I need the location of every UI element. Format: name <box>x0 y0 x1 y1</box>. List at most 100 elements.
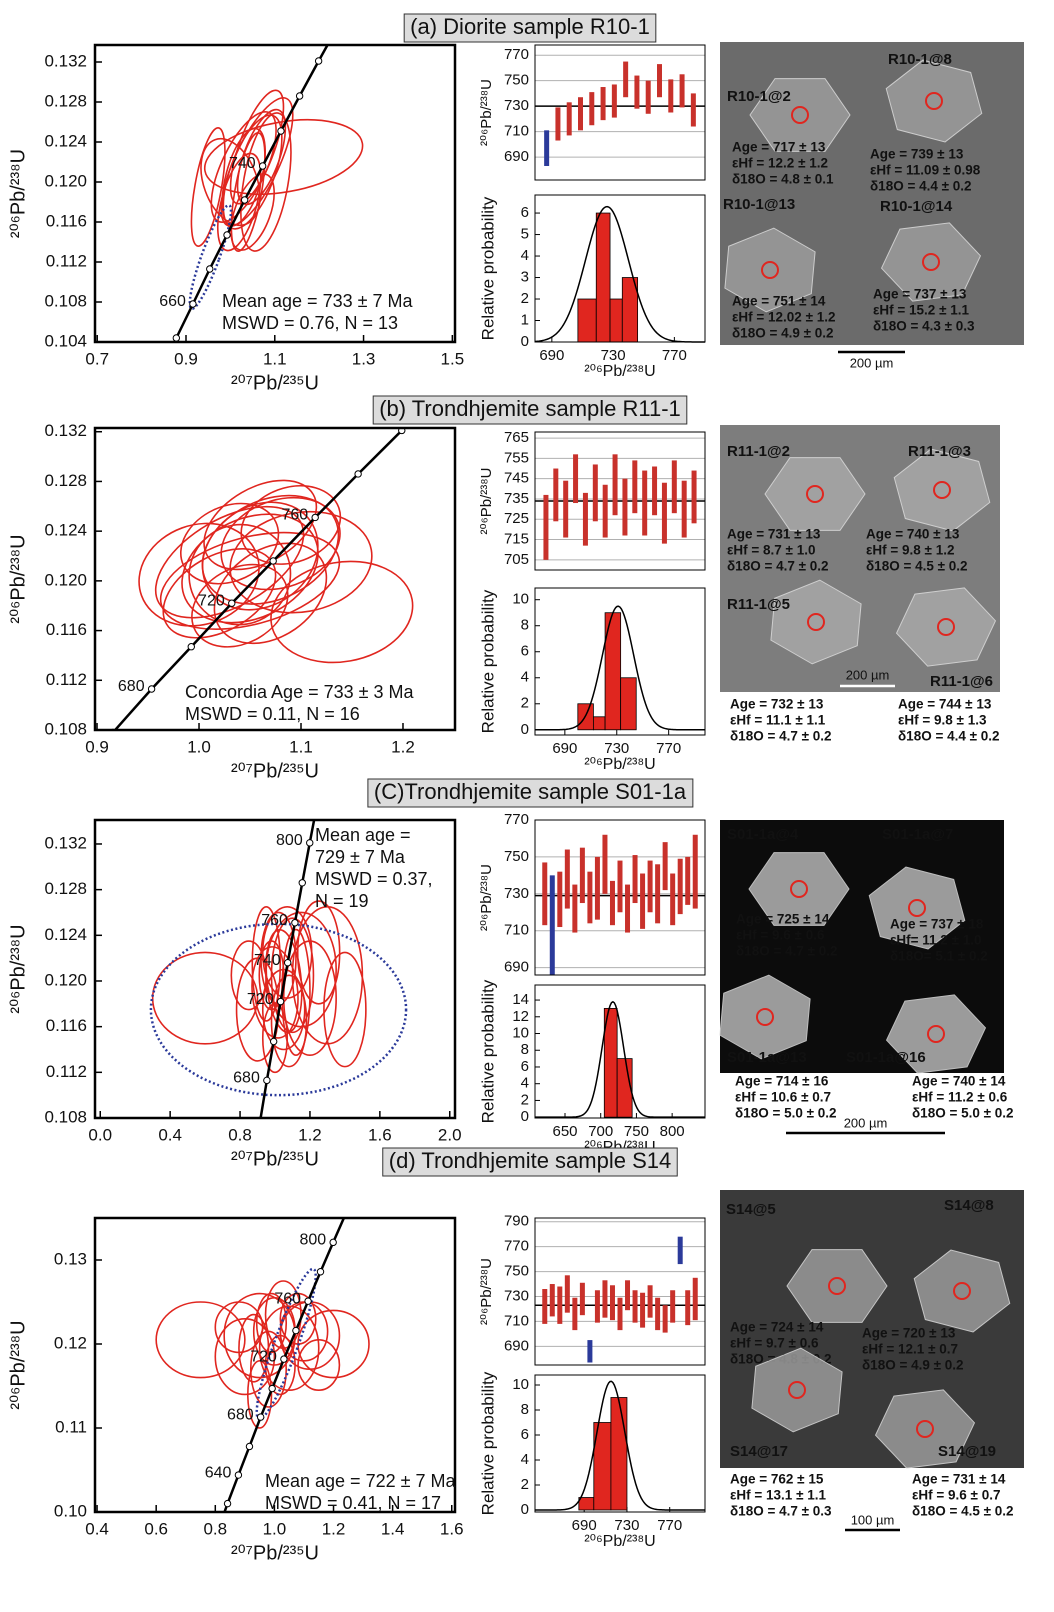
error-ellipse <box>261 905 313 999</box>
grain-ehf: εHf = 11.09 ± 0.98 <box>870 163 981 178</box>
age-marker <box>141 404 147 410</box>
grain-ehf: εHf = 9.6 ± 0.6 <box>736 928 825 943</box>
age-bar <box>579 847 585 904</box>
y-tick-label: 0 <box>521 1501 529 1518</box>
y-tick-label: 0.112 <box>46 670 87 689</box>
annotation: Mean age = <box>315 825 411 845</box>
age-bar <box>594 1290 600 1323</box>
error-ellipse <box>270 560 414 664</box>
zircon-grain <box>868 866 966 950</box>
age-bar <box>632 855 638 904</box>
age-label: 720 <box>247 991 274 1008</box>
x-tick-label: 1.1 <box>289 737 313 756</box>
age-marker <box>354 470 362 478</box>
age-bar <box>549 875 555 975</box>
age-marker <box>228 599 236 607</box>
age-marker <box>335 23 341 29</box>
y-tick-label: 715 <box>504 531 529 548</box>
y-tick-label: 770 <box>504 811 529 828</box>
grain-label: R11-1@6 <box>930 673 993 690</box>
age-marker <box>263 1076 271 1085</box>
spot-marker <box>927 1025 945 1043</box>
y-tick-label: 4 <box>521 669 529 686</box>
zircon-grain <box>748 852 850 926</box>
y-tick-label: 4 <box>521 1075 529 1092</box>
age-bar <box>578 97 583 131</box>
grain-d18o: δ18O = 4.7 ± 0.3 <box>730 1504 832 1519</box>
x-tick-label: 770 <box>656 740 681 757</box>
x-tick-label: 1.5 <box>441 349 465 368</box>
age-marker <box>223 1499 232 1508</box>
grain-d18o: δ18O = 4.4 ± 0.2 <box>870 179 972 194</box>
age-bar <box>617 1297 623 1331</box>
y-tick-label: 4 <box>521 1451 529 1468</box>
age-bar <box>564 1275 570 1313</box>
plot-area <box>155 1218 370 1512</box>
zircon-grain <box>724 227 816 313</box>
age-marker <box>223 231 231 239</box>
spot-marker <box>790 880 808 898</box>
age-bar <box>579 1282 585 1316</box>
grain-ehf: εHf= 11.2 ± 1.0 <box>890 933 982 948</box>
probability-curve <box>535 1000 705 1118</box>
age-bar <box>677 1236 683 1265</box>
x-tick-label: 0.8 <box>203 1519 227 1538</box>
plot-frame <box>534 819 706 976</box>
age-bar <box>662 1305 668 1333</box>
x-tick-label: 0.6 <box>144 1519 168 1538</box>
grain-age: Age = 751 ± 14 <box>732 294 826 309</box>
histogram-bar <box>592 716 606 731</box>
age-bar <box>657 64 662 98</box>
age-bar <box>685 1290 691 1326</box>
spot-marker <box>788 1381 806 1399</box>
y-tick-label: 0.112 <box>46 1062 87 1081</box>
grain-ehf: εHf = 9.8 ± 1.2 <box>866 543 954 558</box>
spot-marker <box>791 106 809 124</box>
y-tick-label: 2 <box>521 1476 529 1493</box>
x-tick-label: 0.4 <box>85 1519 109 1538</box>
y-tick-label: 790 <box>504 1213 529 1230</box>
error-ellipse <box>154 505 305 619</box>
age-marker <box>240 196 249 204</box>
grain-d18o: δ18O = 4.9 ± 0.2 <box>732 326 834 341</box>
age-bar <box>557 871 563 928</box>
grain-label: R10-1@2 <box>727 88 791 105</box>
age-marker <box>238 1235 244 1241</box>
y-tick-label: 8 <box>521 1041 529 1058</box>
grain-label: R11-1@3 <box>908 443 971 460</box>
x-tick-label: 0.7 <box>85 349 109 368</box>
spot-marker <box>828 1277 846 1295</box>
age-label: 660 <box>159 293 186 310</box>
zircon-grain <box>874 1389 976 1469</box>
grain-ehf: εHf = 8.7 ± 1.0 <box>727 543 815 558</box>
x-tick-label: 0.0 <box>88 1125 112 1144</box>
y-tick-label: 0.112 <box>46 251 87 270</box>
grain-age: Age = 739 ± 13 <box>870 147 964 162</box>
y-tick-label: 765 <box>504 429 529 446</box>
plot-area <box>141 23 364 410</box>
x-tick-label: 1.4 <box>381 1519 405 1538</box>
zircon-grain <box>749 78 851 152</box>
grain-d18o: δ18O = 4.8 ± 0.1 <box>732 172 834 187</box>
age-marker <box>147 685 156 693</box>
y-tick-label: 730 <box>504 885 529 902</box>
panel-title-box <box>367 778 694 808</box>
age-bar <box>564 849 570 909</box>
age-bar <box>572 1297 578 1331</box>
y-tick-label: 725 <box>504 510 529 527</box>
age-label: 680 <box>118 678 145 695</box>
age-bar <box>685 856 691 905</box>
annotation: Mean age = 733 ± 7 Ma <box>222 291 413 311</box>
y-axis-label: ²⁰⁶Pb/²³⁸U <box>7 1320 29 1409</box>
x-tick-label: 1.3 <box>352 349 376 368</box>
grain-ehf: εHf = 15.2 ± 1.1 <box>873 303 969 318</box>
zircon-grain <box>764 457 866 531</box>
zircon-grain <box>885 59 983 143</box>
x-tick-label: 0.8 <box>228 1125 252 1144</box>
error-ellipse <box>214 1317 276 1396</box>
x-tick-label: 0.9 <box>174 349 198 368</box>
y-tick-label: 10 <box>512 1024 529 1041</box>
plot-frame <box>534 431 706 571</box>
age-bar <box>617 860 623 913</box>
